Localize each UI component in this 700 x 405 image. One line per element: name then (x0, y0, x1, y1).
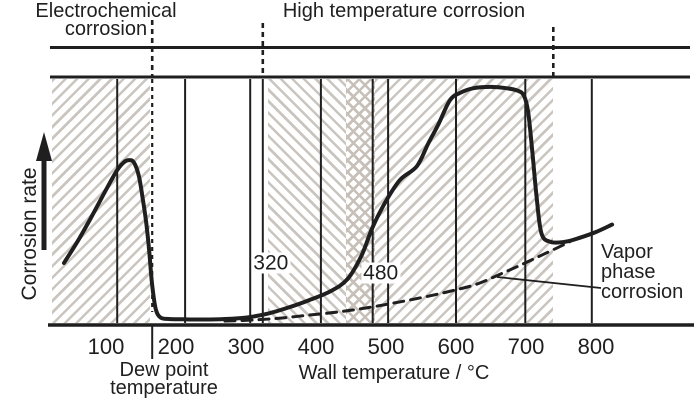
label-high-temperature-corrosion: High temperature corrosion (282, 0, 526, 22)
x-tick-600: 600 (437, 334, 475, 359)
label-electrochemical-corrosion: Electrochemical corrosion (20, 0, 192, 40)
x-tick-700: 700 (507, 334, 545, 359)
vapor-label-leader-line (496, 276, 602, 289)
x-tick-400: 400 (297, 334, 335, 359)
x-tick-100: 100 (87, 334, 125, 359)
dew-point-label-line2: temperature (110, 377, 218, 399)
vapor-label-line2: phase (601, 261, 656, 283)
dew-point-label: Dew point temperature (92, 359, 236, 399)
x-tick-500: 500 (367, 334, 405, 359)
x-tick-800: 800 (577, 334, 615, 359)
x-axis-label: Wall temperature / °C (298, 362, 490, 384)
dew-point-label-line1: Dew point (119, 359, 209, 381)
y-axis-arrow-head (36, 132, 52, 161)
vapor-label-line1: Vapor (601, 241, 653, 263)
label-electrochemical-line2: corrosion (64, 18, 148, 40)
high-temperature-corrosion-zone-b (374, 79, 554, 323)
label-electrochemical-line1: Electrochemical (35, 0, 177, 22)
corrosion-rate-curve (62, 84, 615, 322)
vapor-phase-corrosion-label: Vapor phase corrosion (601, 242, 683, 302)
high-temperature-corrosion-zone-a (267, 79, 347, 323)
vapor-phase-corrosion-curve (223, 238, 574, 323)
x-tick-300: 300 (227, 334, 265, 359)
gridline-label-320: 320 (251, 251, 291, 275)
vapor-label-line3: corrosion (601, 281, 684, 303)
gridline-label-480: 480 (361, 261, 401, 285)
y-axis-label: Corrosion rate (18, 167, 41, 301)
x-tick-200: 200 (157, 334, 195, 359)
